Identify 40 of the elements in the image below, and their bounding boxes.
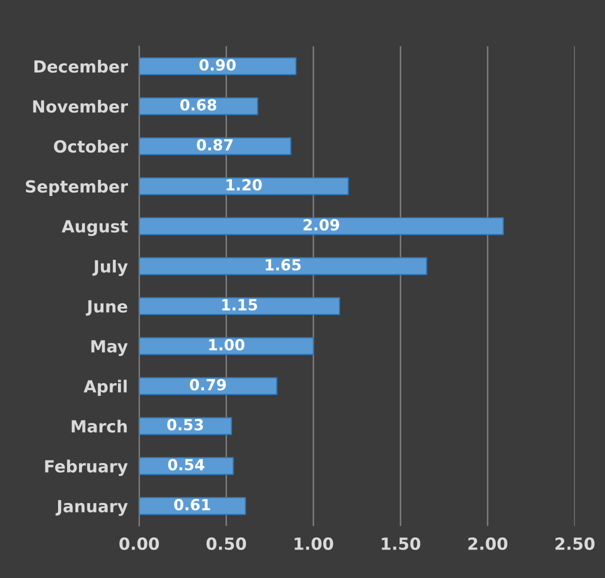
y-tick-label: June xyxy=(86,300,128,316)
x-tick-label: 0.50 xyxy=(206,537,246,550)
y-tick-label: May xyxy=(91,340,128,356)
y-tick-label: March xyxy=(72,420,127,433)
y-tick-label: July xyxy=(92,260,128,276)
y-tick-label: January xyxy=(56,500,128,516)
data-label: 2.09 xyxy=(304,219,340,231)
x-tick-label: 2.00 xyxy=(468,537,508,550)
x-tick-label: 1.00 xyxy=(294,537,334,550)
bar xyxy=(139,377,278,396)
bar xyxy=(139,217,504,236)
y-tick-label: February xyxy=(45,460,128,476)
data-label: 1.20 xyxy=(226,179,262,191)
bar xyxy=(139,497,246,515)
y-tick-label: April xyxy=(84,380,127,396)
data-label: 0.54 xyxy=(168,458,204,470)
y-tick-label: November xyxy=(33,100,128,113)
bar xyxy=(139,337,314,356)
bar xyxy=(139,137,292,156)
data-label: 1.00 xyxy=(209,338,244,351)
data-label: 0.53 xyxy=(167,418,203,430)
bar xyxy=(139,257,428,276)
data-label: 0.61 xyxy=(174,498,210,510)
data-label: 0.90 xyxy=(199,59,236,71)
x-tick-label: 1.50 xyxy=(382,537,420,550)
x-tick-label: 2.50 xyxy=(556,537,595,550)
bar xyxy=(139,457,234,475)
data-label: 0.79 xyxy=(190,378,226,390)
data-label: 1.65 xyxy=(266,259,301,271)
data-label: 0.87 xyxy=(196,139,233,151)
data-label: 0.68 xyxy=(180,99,216,111)
y-tick-label: August xyxy=(62,220,128,236)
bar xyxy=(139,297,340,316)
bar xyxy=(139,57,297,76)
y-tick-label: October xyxy=(54,140,128,153)
bar xyxy=(139,177,349,196)
data-label: 1.15 xyxy=(222,299,258,311)
y-tick-label: September xyxy=(26,180,128,196)
y-tick-label: December xyxy=(34,60,128,73)
x-tick-label: 0.00 xyxy=(119,537,159,550)
